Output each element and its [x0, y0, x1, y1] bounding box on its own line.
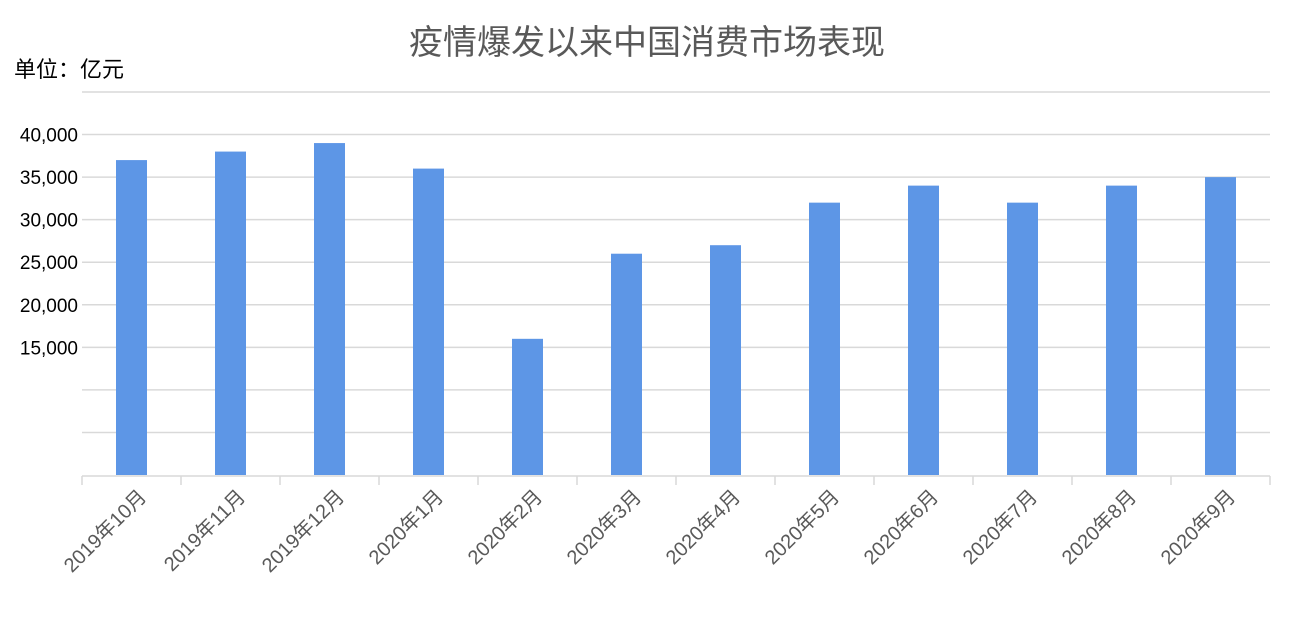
- chart-title: 疫情爆发以来中国消费市场表现: [409, 24, 885, 62]
- x-tick-label: 2020年3月: [562, 485, 646, 569]
- y-tick-label: 30,000: [20, 211, 78, 232]
- bar-9: [908, 185, 939, 475]
- x-tick-label: 2020年8月: [1057, 485, 1141, 569]
- y-tick-label: 40,000: [20, 126, 78, 147]
- bar-2: [215, 151, 246, 476]
- x-tick-label: 2019年11月: [159, 485, 250, 576]
- x-tick-label: 2020年2月: [463, 485, 547, 569]
- y-tick-label: 25,000: [20, 253, 78, 274]
- x-tick-label: 2020年1月: [364, 485, 448, 569]
- bar-8: [809, 202, 840, 475]
- bar-3: [314, 143, 345, 476]
- bar-12: [1205, 177, 1236, 475]
- x-tick-label: 2020年7月: [958, 485, 1042, 569]
- x-tick-label: 2020年9月: [1156, 485, 1240, 569]
- bar-1: [116, 160, 147, 476]
- bar-4: [413, 168, 444, 475]
- x-tick-label: 2020年6月: [859, 485, 943, 569]
- bar-11: [1106, 185, 1137, 475]
- x-tick-label: 2020年5月: [760, 485, 844, 569]
- unit-label: 单位：亿元: [14, 57, 124, 82]
- x-tick-label: 2019年10月: [59, 485, 151, 577]
- y-tick-label: 35,000: [20, 168, 78, 189]
- y-tick-label: 15,000: [20, 338, 78, 359]
- bar-7: [710, 245, 741, 475]
- x-tick-label: 2020年4月: [661, 485, 745, 569]
- bar-5: [512, 338, 543, 475]
- x-tick-label: 2019年12月: [257, 485, 349, 577]
- y-tick-label: 20,000: [20, 296, 78, 317]
- bar-10: [1007, 202, 1038, 475]
- bar-6: [611, 253, 642, 475]
